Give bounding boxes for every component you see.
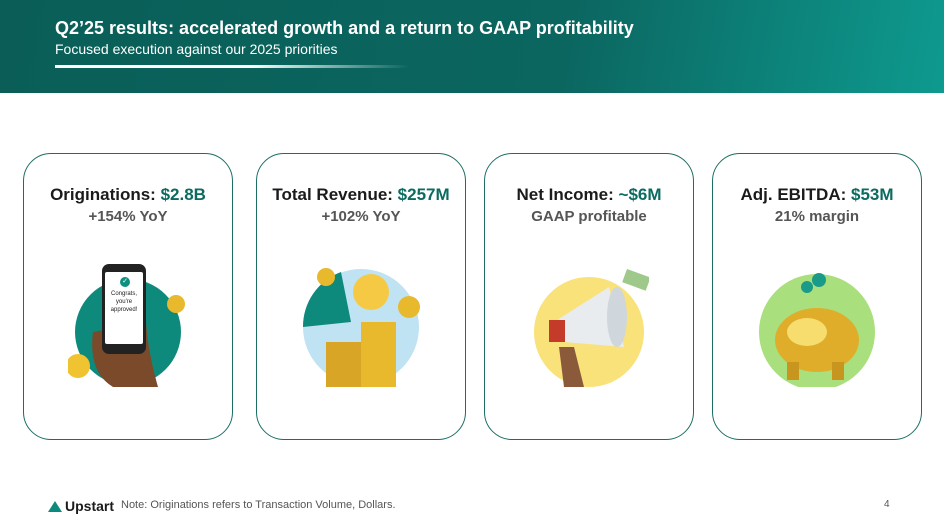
divider [55,65,410,68]
megaphone-illustration [534,269,649,387]
page-number: 4 [884,499,890,510]
page-subtitle: Focused execution against our 2025 prior… [55,41,338,57]
card-title: Net Income: ~$6M [516,185,662,204]
card-subtitle: +102% YoY [321,208,401,225]
phone-screen-text: Congrats, you're approved! [110,291,138,313]
card-subtitle: GAAP profitable [531,208,647,225]
revenue-card: Total Revenue: $257M +102% YoY [256,153,466,440]
card-title: Originations: $2.8B [50,185,206,204]
header-banner: Q2’25 results: accelerated growth and a … [0,0,944,93]
card-subtitle: +154% YoY [88,208,168,225]
ebitda-card: Adj. EBITDA: $53M 21% margin [712,153,922,440]
card-title: Adj. EBITDA: $53M [740,185,894,204]
originations-card: Originations: $2.8B +154% YoY ✓ Congrats,… [23,153,233,440]
phone-icon: ✓ Congrats, you're approved! [102,264,146,354]
upstart-logo: Upstart [48,498,114,514]
coin-stacks-illustration [302,268,420,387]
check-icon: ✓ [120,277,130,287]
net-income-card: Net Income: ~$6M GAAP profitable [484,153,694,440]
page-title: Q2’25 results: accelerated growth and a … [55,18,634,38]
card-title: Total Revenue: $257M [272,185,450,204]
phone-approval-illustration: ✓ Congrats, you're approved! [68,262,188,387]
piggy-bank-illustration [759,273,875,387]
footnote: Note: Originations refers to Transaction… [121,499,396,511]
card-subtitle: 21% margin [774,208,860,225]
upstart-logo-icon [48,500,62,512]
